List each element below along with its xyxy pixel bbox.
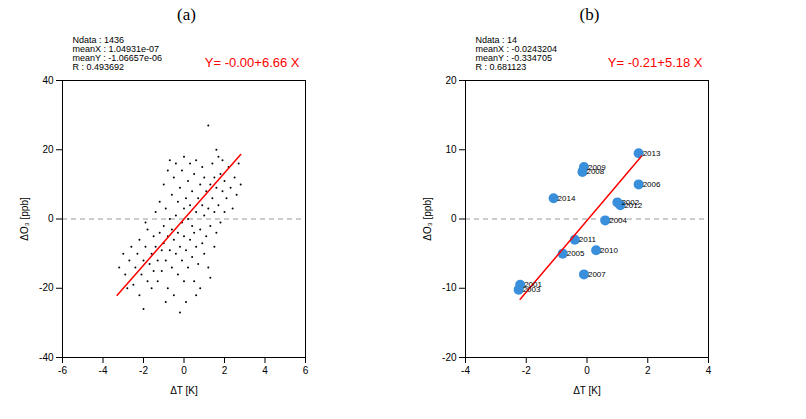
svg-text:ΔO₃ [ppb]: ΔO₃ [ppb]	[19, 197, 30, 241]
svg-text:2005: 2005	[567, 249, 585, 258]
svg-text:ΔT [K]: ΔT [K]	[170, 385, 198, 396]
svg-text:2009: 2009	[588, 163, 606, 172]
svg-text:Ndata : 14meanX : -0.0243204me: Ndata : 14meanX : -0.0243204meanY : -0.3…	[476, 35, 558, 72]
svg-text:2004: 2004	[609, 216, 627, 225]
svg-text:-20: -20	[39, 282, 54, 293]
svg-text:2003: 2003	[523, 285, 541, 294]
svg-text:-10: -10	[442, 282, 457, 293]
svg-text:2008: 2008	[586, 167, 605, 177]
svg-text:2: 2	[222, 365, 228, 376]
svg-text:0: 0	[181, 365, 187, 376]
svg-text:ΔT [K]: ΔT [K]	[573, 385, 601, 396]
svg-text:Ndata : 1436meanX : 1.04931e-0: Ndata : 1436meanX : 1.04931e-07meanY : -…	[73, 35, 162, 72]
svg-text:2: 2	[645, 365, 651, 376]
svg-text:ΔO₃ [ppb]: ΔO₃ [ppb]	[422, 197, 433, 241]
svg-text:-2: -2	[139, 365, 148, 376]
svg-text:Y= -0.00+6.66 X: Y= -0.00+6.66 X	[205, 55, 300, 70]
svg-text:-20: -20	[442, 352, 457, 363]
svg-text:2013: 2013	[643, 149, 661, 158]
svg-text:2010: 2010	[600, 246, 618, 255]
svg-text:0: 0	[48, 213, 54, 224]
svg-text:2011: 2011	[579, 235, 597, 244]
svg-text:0: 0	[451, 213, 457, 224]
svg-text:4: 4	[706, 365, 712, 376]
svg-text:Y= -0.21+5.18 X: Y= -0.21+5.18 X	[608, 55, 703, 70]
svg-text:4: 4	[262, 365, 268, 376]
svg-text:-6: -6	[58, 365, 67, 376]
svg-text:40: 40	[42, 75, 54, 86]
svg-text:2012: 2012	[624, 201, 642, 210]
svg-text:10: 10	[445, 144, 457, 155]
html-text:(b): (b)	[579, 5, 600, 24]
svg-text:20: 20	[42, 144, 54, 155]
svg-text:2006: 2006	[643, 180, 661, 189]
html-text:(a): (a)	[177, 5, 196, 24]
svg-text:-4: -4	[461, 365, 470, 376]
svg-text:6: 6	[303, 365, 309, 376]
svg-text:-4: -4	[99, 365, 108, 376]
svg-text:2014: 2014	[558, 194, 576, 203]
svg-text:2007: 2007	[588, 270, 606, 279]
svg-text:20: 20	[445, 75, 457, 86]
svg-text:-40: -40	[39, 352, 54, 363]
svg-text:0: 0	[584, 365, 590, 376]
svg-text:-2: -2	[522, 365, 531, 376]
